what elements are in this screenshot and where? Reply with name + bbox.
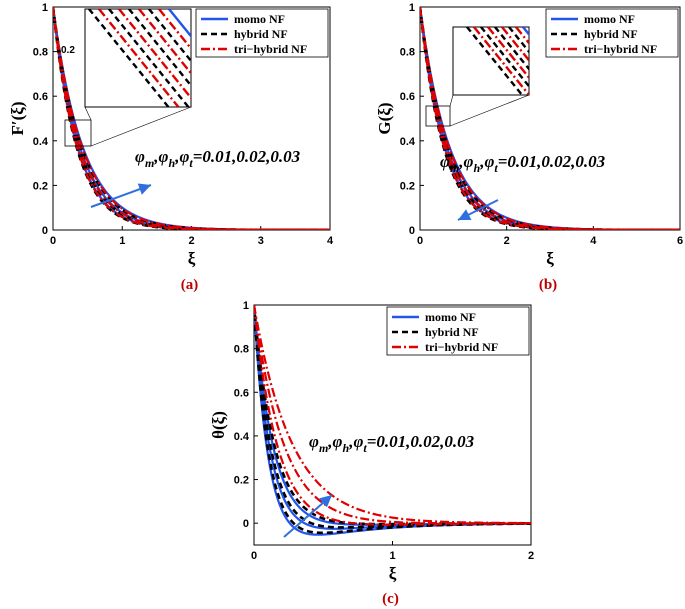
inset-series [466,27,529,95]
series-line-trihybridnf [254,305,531,525]
y-tick-label: 0.4 [33,136,49,148]
parameter-annotation: φm,φh,φt=0.01,0.02,0.03 [135,147,301,170]
legend-label: tri−hybrid NF [425,340,498,354]
series-line-hybridnf [254,305,531,535]
legend-label: momo NF [234,12,285,26]
parameter-annotation: φm,φh,φt=0.01,0.02,0.03 [309,432,475,455]
legend-label: tri−hybrid NF [584,42,657,56]
legend-label: hybrid NF [234,27,288,41]
inset-series-line [158,9,191,51]
x-tick-label: 0 [251,550,257,562]
inset-series-line [508,27,529,54]
legend-label: hybrid NF [425,325,479,339]
x-tick-label: 4 [590,235,597,247]
y-tick-label: 0.8 [33,47,48,59]
y-tick-label: 0 [42,225,48,237]
inset-series-line [466,27,524,95]
x-tick-label: 2 [504,235,510,247]
y-tick-label: 0.6 [33,91,48,103]
inset-series-line [473,27,529,95]
legend-label: hybrid NF [584,27,638,41]
x-axis-label: ξ [389,564,397,583]
x-tick-label: 6 [677,235,683,247]
inset-series-line [88,9,170,107]
inset-series-line [480,27,529,89]
inset-series [88,9,191,107]
zoom-source-box [425,105,451,127]
series-line-trihybridnf [53,7,330,230]
series-group [53,7,330,230]
inset-series-line [148,9,191,63]
y-tick-label: 0.4 [400,136,416,148]
x-tick-label: 2 [188,235,194,247]
trend-arrow [90,183,152,208]
y-tick-label: 0.2 [33,180,48,192]
x-tick-label: 2 [528,550,534,562]
zoom-connector [449,94,530,127]
inset-tick-label: 0.2 [61,45,75,56]
series-line-hybridnf [254,305,531,526]
y-tick-label: 0.8 [400,47,415,59]
y-tick-label: 1 [243,300,249,312]
inset-series-line [118,9,191,100]
y-tick-label: 0.2 [400,180,415,192]
inset-series-line [108,9,190,107]
y-axis-label: θ(ξ) [209,411,228,439]
series-group [420,7,680,230]
x-tick-label: 4 [327,235,334,247]
legend-label: momo NF [584,12,635,26]
inset-series-line [98,9,180,107]
y-axis-label: F′(ξ) [8,101,27,135]
zoom-inset [425,26,530,127]
y-tick-label: 0.6 [400,91,415,103]
inset-series-line [128,9,191,88]
zoom-connector [90,106,192,147]
y-tick-label: 0.6 [234,387,249,399]
y-tick-label: 0 [409,225,415,237]
x-axis-label: ξ [546,249,554,268]
panel-caption: (c) [382,591,399,607]
series-group [254,305,531,536]
panel-caption: (a) [181,277,199,293]
series-line-trihybridnf [420,7,680,230]
trend-arrow [283,494,333,538]
parameter-annotation: φm,φh,φt=0.01,0.02,0.03 [440,152,606,175]
zoom-source-box [64,119,92,147]
zoom-inset-frame [84,8,192,108]
y-tick-label: 0.2 [234,475,249,487]
x-tick-label: 0 [417,235,423,247]
series-line-trihybridnf [254,305,531,525]
inset-series-line [138,9,191,76]
y-tick-label: 0.8 [234,344,249,356]
panel-caption: (b) [539,277,557,293]
inset-series-line [168,9,191,39]
inset-series-line [494,27,529,71]
y-tick-label: 0 [243,518,249,530]
y-tick-label: 1 [409,2,415,14]
x-axis-label: ξ [188,249,196,268]
trend-arrow [457,199,499,221]
legend-label: tri−hybrid NF [234,42,307,56]
y-tick-label: 0.4 [234,431,250,443]
x-tick-label: 1 [389,550,395,562]
zoom-inset: 0.2 [61,8,192,147]
x-tick-label: 0 [50,235,56,247]
x-tick-label: 3 [258,235,264,247]
series-line-hybridnf [254,305,531,529]
legend-label: momo NF [425,310,476,324]
y-tick-label: 1 [42,2,48,14]
y-axis-label: G(ξ) [375,102,394,134]
zoom-connector [449,94,454,107]
x-tick-label: 1 [119,235,125,247]
zoom-connector [84,106,92,121]
